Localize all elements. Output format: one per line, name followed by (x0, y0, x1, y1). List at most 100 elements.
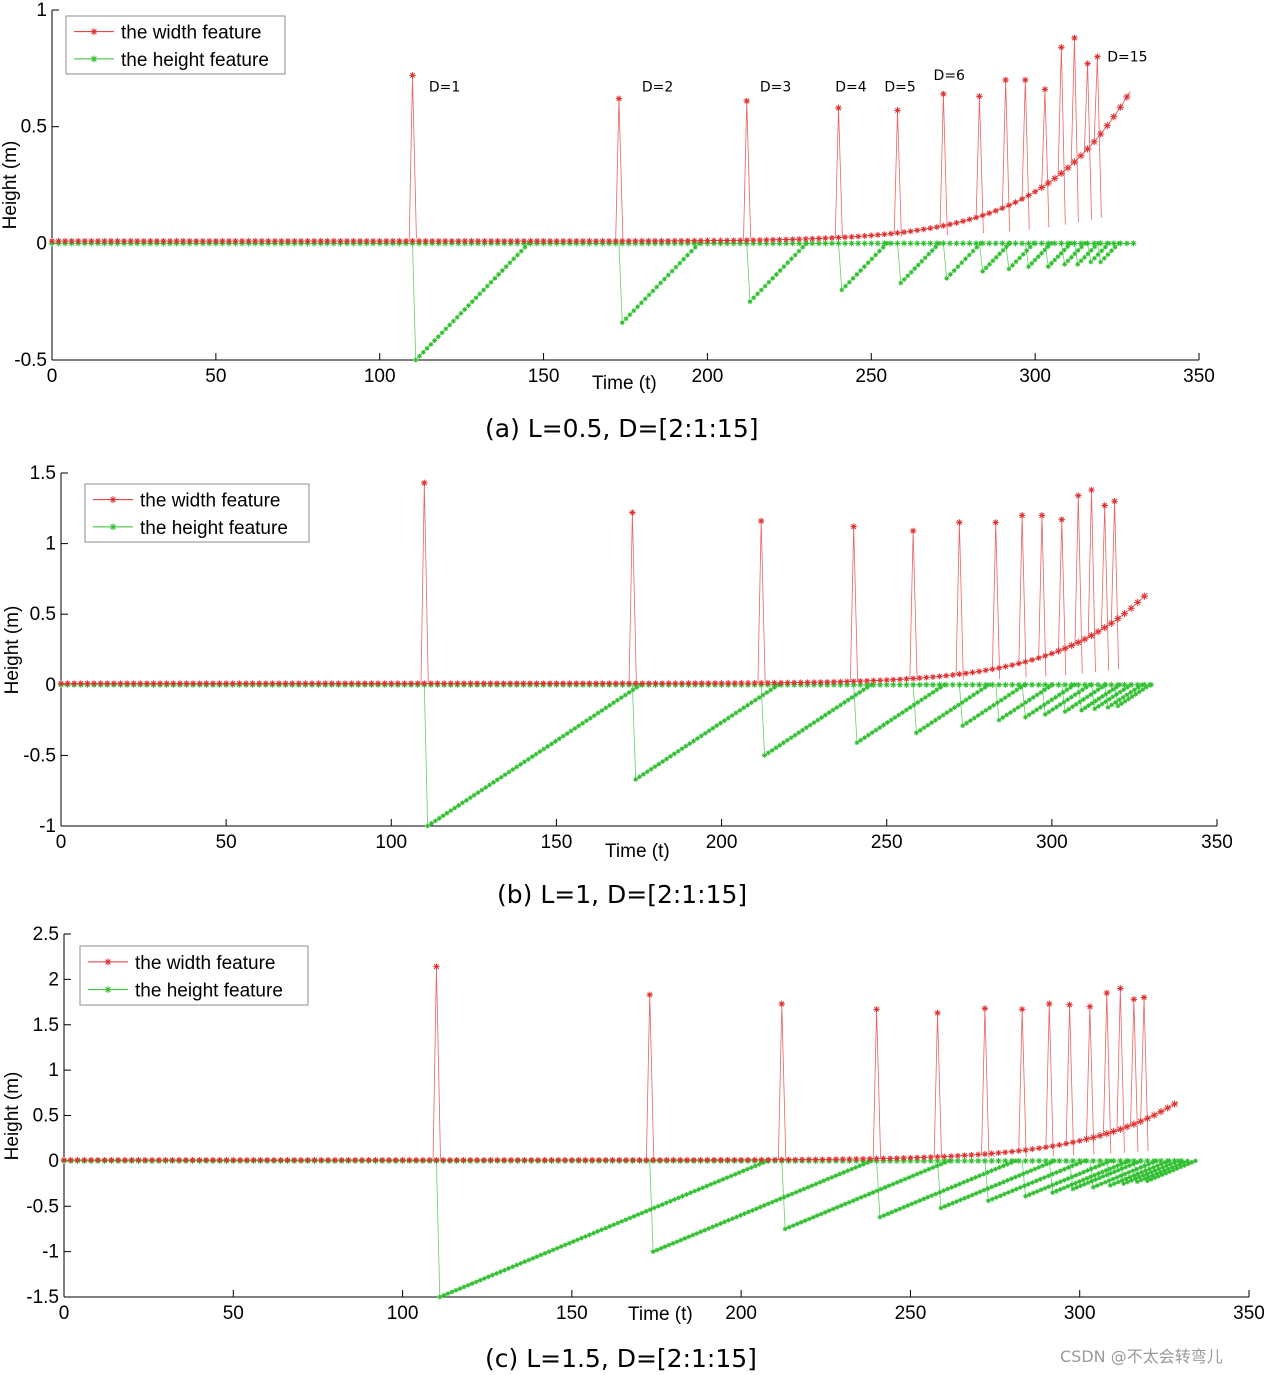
width-feature-point (176, 1156, 183, 1163)
height-feature-point (1081, 1169, 1087, 1175)
height-feature-point (1115, 1179, 1121, 1185)
height-feature-point (1154, 1171, 1159, 1177)
height-feature-point (946, 1158, 952, 1164)
height-feature-point (1070, 1186, 1076, 1192)
width-feature-point (934, 1153, 941, 1160)
height-feature-point (1083, 684, 1089, 690)
height-feature-point (1024, 248, 1030, 254)
height-feature-point (1076, 1157, 1083, 1164)
height-feature-point (1068, 684, 1074, 690)
width-feature-point (1101, 624, 1109, 632)
height-feature-point (1111, 1169, 1117, 1175)
width-feature-point (155, 1156, 162, 1163)
height-feature-point (1131, 1173, 1137, 1178)
height-feature-point (781, 740, 786, 746)
height-feature-point (659, 1202, 665, 1207)
width-feature-point (548, 1156, 555, 1163)
width-feature-point (907, 1154, 914, 1161)
width-feature-point (846, 1156, 853, 1163)
width-feature-point (758, 1156, 765, 1163)
height-feature-point (1177, 1161, 1183, 1167)
y-tick-label: 0.5 (33, 1106, 59, 1127)
height-feature-point (950, 1200, 956, 1206)
width-feature-point (427, 680, 434, 687)
height-feature-point (810, 1214, 816, 1220)
height-feature-point (983, 265, 989, 271)
height-feature-point (761, 1160, 766, 1165)
height-feature-point (905, 1203, 911, 1208)
x-tick-label: 0 (56, 832, 67, 853)
height-feature-point (862, 735, 867, 741)
height-feature-point (925, 1194, 931, 1200)
height-feature-point (959, 700, 965, 705)
width-feature-point (216, 680, 223, 687)
width-feature-point (401, 680, 408, 687)
width-feature-point (88, 238, 95, 244)
height-feature-point (1169, 1164, 1175, 1170)
height-feature-point (458, 310, 464, 316)
width-feature-point (169, 1156, 176, 1163)
height-feature-point (1038, 689, 1044, 695)
height-feature-point (1104, 1160, 1110, 1165)
height-feature-point (803, 725, 809, 731)
width-feature-point (257, 1156, 264, 1163)
width-feature-point (546, 680, 553, 687)
height-feature-point (463, 797, 469, 803)
height-feature-point (1056, 1157, 1063, 1164)
width-feature-peak (615, 95, 623, 102)
height-feature-point (941, 1188, 947, 1194)
x-tick-label: 300 (1064, 1303, 1096, 1324)
width-feature-point (160, 238, 167, 244)
height-feature-point (626, 690, 632, 695)
width-feature-peak (1094, 53, 1101, 60)
height-feature-point (1065, 244, 1071, 250)
width-feature-point (460, 680, 467, 687)
width-feature-point (609, 1156, 616, 1163)
height-feature-point (905, 273, 911, 279)
height-feature-point (618, 695, 624, 701)
height-feature-point (858, 1195, 864, 1200)
height-feature-point (1023, 700, 1029, 705)
height-feature-point (1038, 704, 1043, 710)
height-feature-point (790, 1223, 796, 1229)
legend-width-label: the width feature (121, 23, 261, 44)
height-feature-point (627, 1215, 633, 1221)
height-feature-point (1120, 694, 1126, 700)
width-feature-point (230, 1156, 237, 1163)
height-feature-point (849, 695, 855, 700)
height-feature-point (549, 741, 554, 747)
height-feature-point (1129, 694, 1135, 699)
height-feature-point (1025, 240, 1032, 247)
width-feature-point (229, 680, 236, 687)
height-feature-point (1154, 1163, 1160, 1169)
width-feature-point (147, 238, 154, 244)
width-feature-point (433, 1156, 440, 1163)
legend-width-marker (90, 28, 98, 36)
width-feature-point (582, 1156, 589, 1163)
height-feature-point (1015, 705, 1021, 710)
width-feature-point (414, 680, 421, 687)
legend-height-label: the height feature (121, 50, 269, 71)
height-feature-point (1029, 1180, 1035, 1185)
width-feature-point (1032, 188, 1039, 195)
height-feature-point (1062, 709, 1068, 715)
height-feature-point (861, 1161, 867, 1167)
height-feature-point (1062, 261, 1068, 267)
width-feature-point (870, 677, 877, 684)
height-feature-point (977, 1173, 982, 1179)
width-feature-point (828, 234, 835, 241)
height-feature-point (948, 707, 954, 713)
width-feature-point (783, 236, 790, 243)
width-feature-point (149, 1156, 156, 1163)
height-feature-point (898, 1178, 904, 1184)
height-feature-point (802, 1218, 808, 1224)
width-feature-point (778, 679, 785, 686)
height-feature-point (800, 244, 806, 250)
width-feature-point (282, 680, 289, 687)
width-feature-point (416, 238, 423, 244)
height-feature-point (858, 268, 864, 273)
height-feature-point (1136, 689, 1142, 695)
y-tick-label: 2 (48, 969, 59, 990)
width-feature-point (1076, 1137, 1083, 1144)
height-feature-point (1163, 1170, 1169, 1176)
